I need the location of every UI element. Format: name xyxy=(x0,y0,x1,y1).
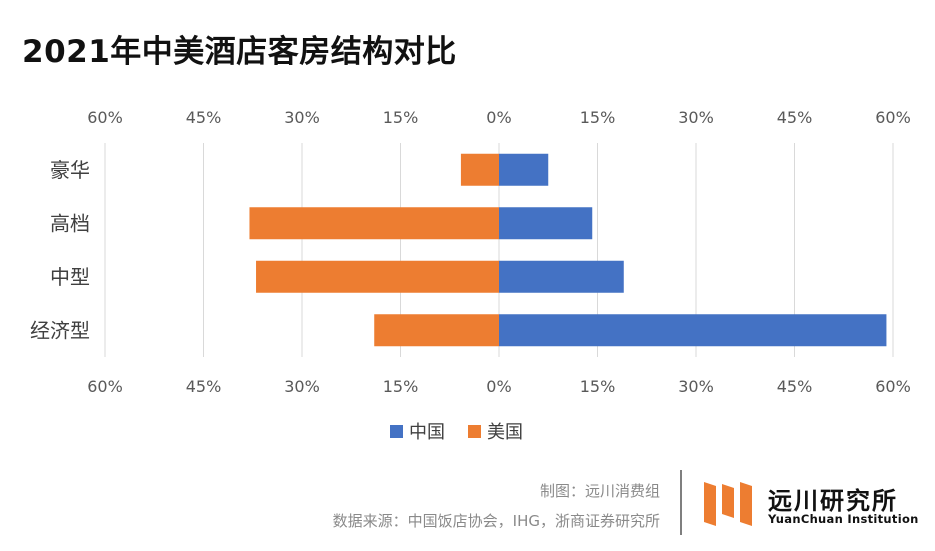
top-tick-label: 60% xyxy=(87,108,123,127)
bottom-tick-label: 0% xyxy=(486,377,511,396)
category-label: 豪华 xyxy=(50,158,90,182)
legend-swatch xyxy=(468,425,481,438)
bars xyxy=(249,153,887,347)
top-tick-label: 30% xyxy=(678,108,714,127)
top-tick-label: 0% xyxy=(486,108,511,127)
top-axis-ticks: 60% 45% 30% 15% 0% 15% 30% 45% 60% xyxy=(87,108,911,127)
bottom-tick-label: 45% xyxy=(777,377,813,396)
bottom-tick-label: 45% xyxy=(186,377,222,396)
category-label: 中型 xyxy=(50,265,90,289)
bar-usa xyxy=(249,207,499,240)
bar-china xyxy=(499,153,549,186)
logo-subtitle: YuanChuan Institution xyxy=(768,512,919,526)
legend-label: 美国 xyxy=(487,422,523,443)
bottom-tick-label: 60% xyxy=(87,377,123,396)
legend-swatch xyxy=(390,425,403,438)
chart-maker-credit: 制图：远川消费组 xyxy=(539,482,660,500)
top-tick-label: 60% xyxy=(875,108,911,127)
top-tick-label: 15% xyxy=(580,108,616,127)
bar-china xyxy=(499,260,624,293)
bottom-tick-label: 30% xyxy=(678,377,714,396)
footer-divider xyxy=(680,470,682,535)
chart-title: 2021年中美酒店客房结构对比 xyxy=(22,34,457,70)
bar-usa xyxy=(460,153,499,186)
bar-usa xyxy=(374,314,499,347)
category-label: 经济型 xyxy=(30,318,90,342)
bottom-tick-label: 30% xyxy=(284,377,320,396)
top-tick-label: 30% xyxy=(284,108,320,127)
data-source-note: 数据来源：中国饭店协会，IHG，浙商证券研究所 xyxy=(332,512,660,530)
bottom-tick-label: 60% xyxy=(875,377,911,396)
logo-name: 远川研究所 xyxy=(768,487,898,515)
category-label: 高档 xyxy=(50,211,90,235)
bar-usa xyxy=(256,260,499,293)
bar-china xyxy=(499,207,593,240)
legend-label: 中国 xyxy=(409,422,445,443)
bottom-tick-label: 15% xyxy=(580,377,616,396)
top-tick-label: 15% xyxy=(383,108,419,127)
bottom-axis-ticks: 60% 45% 30% 15% 0% 15% 30% 45% 60% xyxy=(87,377,911,396)
top-tick-label: 45% xyxy=(186,108,222,127)
legend: 中国 美国 xyxy=(390,422,523,443)
bar-china xyxy=(499,314,887,347)
top-tick-label: 45% xyxy=(777,108,813,127)
bottom-tick-label: 15% xyxy=(383,377,419,396)
yuanchuan-logo-icon xyxy=(704,482,752,526)
